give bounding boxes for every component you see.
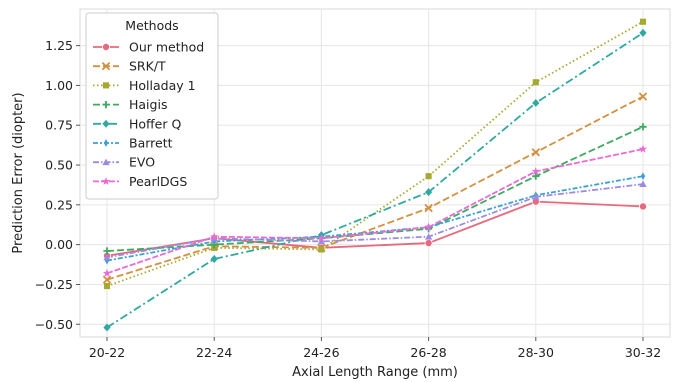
legend-label: Hoffer Q: [129, 116, 181, 131]
x-tick-label: 30-32: [625, 345, 661, 360]
series-line-4: [106, 32, 644, 329]
y-tick-label: −0.25: [35, 277, 73, 292]
series-line-1: [106, 95, 644, 281]
legend-label: Haigis: [129, 97, 167, 112]
data-point: [210, 255, 218, 263]
data-point: [532, 172, 540, 180]
legend-marker: [101, 177, 111, 185]
data-point: [639, 28, 647, 37]
legend-label: SRK/T: [129, 59, 166, 74]
legend-label: EVO: [129, 155, 155, 170]
legend-title: Methods: [125, 18, 178, 33]
data-point: [424, 239, 433, 248]
data-point: [102, 275, 112, 284]
legend-marker: [102, 158, 110, 166]
x-tick-label: 22-24: [196, 345, 232, 360]
y-tick-label: 0.75: [45, 118, 73, 133]
legend-label: Barrett: [129, 136, 173, 151]
data-point: [425, 173, 432, 180]
legend-marker: [102, 82, 110, 89]
data-point: [103, 282, 111, 290]
data-point: [424, 203, 433, 213]
data-point: [531, 148, 541, 157]
data-point: [639, 180, 647, 188]
legend-marker: [101, 61, 111, 71]
x-tick-label: 20-22: [89, 345, 125, 360]
data-point: [210, 232, 219, 241]
data-point: [640, 172, 646, 181]
data-point: [102, 268, 112, 277]
series-line-0: [106, 200, 644, 257]
y-tick-label: 0.25: [45, 197, 73, 212]
legend-marker: [102, 101, 110, 109]
y-tick-label: 1.00: [45, 78, 73, 93]
data-point: [639, 18, 647, 25]
data-point: [425, 233, 433, 240]
data-point: [531, 167, 540, 175]
series-line-6: [106, 183, 644, 259]
data-point: [532, 193, 540, 200]
legend-label: PearlDGS: [129, 174, 187, 189]
y-axis-label: Prediction Error (diopter): [11, 92, 26, 253]
legend-label: Our method: [129, 40, 204, 55]
legend-marker: [102, 119, 110, 128]
series-lines: [106, 20, 644, 329]
data-point: [425, 188, 433, 197]
x-axis-label: Axial Length Range (mm): [292, 365, 458, 380]
data-point: [424, 222, 433, 231]
data-point: [318, 246, 325, 253]
data-point: [532, 98, 540, 107]
legend-marker: [102, 43, 111, 52]
y-tick-label: 1.25: [45, 38, 73, 53]
x-tick-labels: 20-22 22-24 24-26 26-28 28-30 30-32: [89, 337, 661, 360]
legend: Methods Our method SRK/T Holladay 1 Haigis H…: [85, 12, 219, 200]
data-point: [639, 123, 647, 131]
x-tick-label: 26-28: [410, 345, 446, 360]
data-point: [103, 253, 111, 261]
series-line-5: [106, 175, 644, 262]
x-tick-label: 24-26: [303, 345, 339, 360]
data-point: [639, 202, 648, 211]
data-point: [103, 323, 111, 332]
y-tick-labels: −0.50 −0.25 0.00 0.25 0.50 0.75 1.00 1.25: [35, 38, 80, 332]
series-line-7: [106, 148, 644, 275]
data-point: [638, 144, 648, 153]
data-point: [317, 233, 326, 242]
y-tick-label: 0.00: [45, 237, 73, 252]
series-markers: [102, 18, 648, 332]
legend-marker: [103, 139, 109, 147]
x-tick-label: 28-30: [518, 345, 554, 360]
data-point: [638, 92, 648, 101]
y-tick-label: 0.50: [45, 158, 73, 173]
data-point: [103, 247, 111, 255]
data-point: [532, 79, 539, 86]
data-point: [317, 237, 325, 245]
legend-box: [85, 12, 219, 200]
y-tick-label: −0.50: [35, 317, 73, 332]
legend-label: Holladay 1: [129, 78, 196, 93]
